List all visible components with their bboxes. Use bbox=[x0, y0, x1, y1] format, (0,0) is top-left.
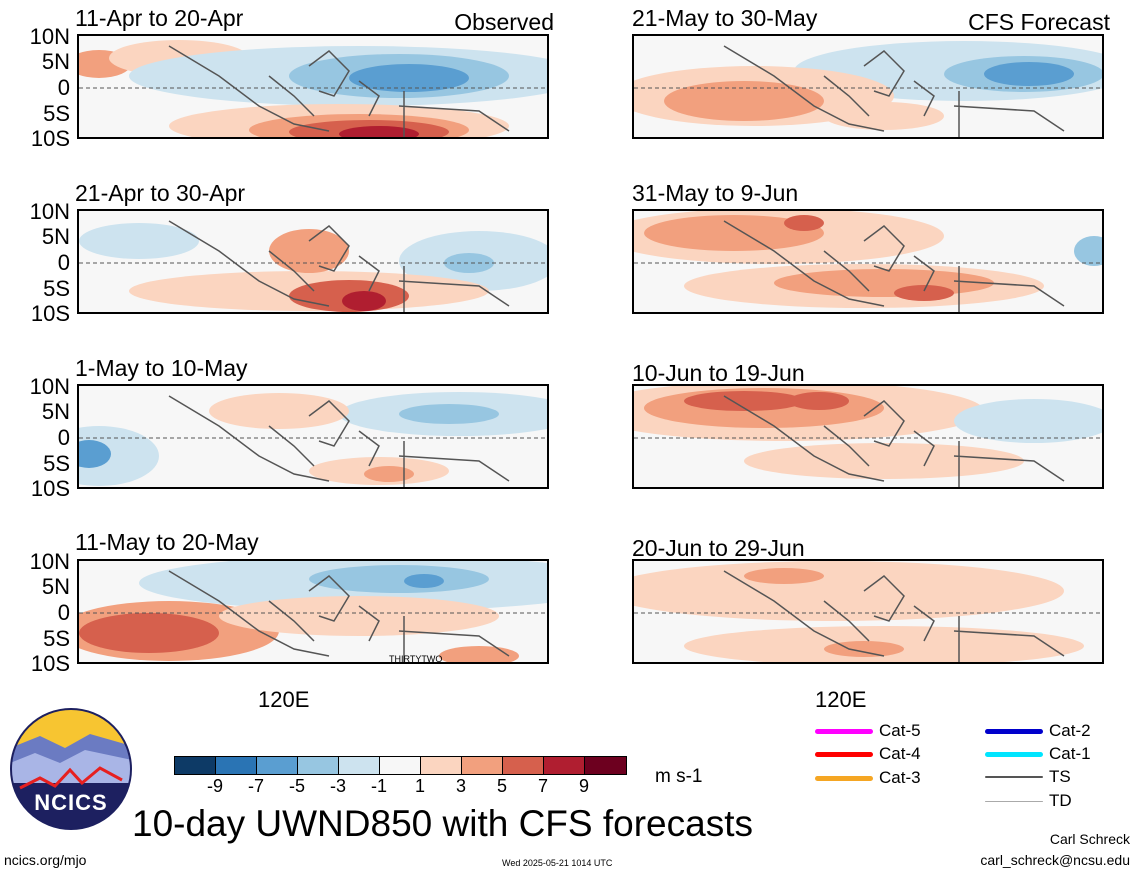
panel-title-obs-3: 1-May to 10-May bbox=[75, 355, 248, 381]
legend-label: Cat-1 bbox=[1049, 744, 1091, 763]
lat-5s: 5S bbox=[43, 626, 70, 651]
lat-5s: 5S bbox=[43, 276, 70, 301]
panel-title-obs-1: 11-Apr to 20-Apr bbox=[75, 5, 244, 31]
colorbar-units: m s-1 bbox=[655, 766, 703, 787]
lat-5n: 5N bbox=[41, 399, 70, 424]
author-email[interactable]: carl_schreck@ncsu.edu bbox=[980, 852, 1130, 868]
colorbar-tick-label: 7 bbox=[537, 776, 548, 796]
panel-title-obs-2: 21-Apr to 30-Apr bbox=[75, 180, 246, 206]
website-link[interactable]: ncics.org/mjo bbox=[4, 852, 87, 868]
legend-item: Cat-1 bbox=[985, 743, 1091, 765]
map-panel-obs-3 bbox=[77, 384, 549, 489]
lat-10s: 10S bbox=[30, 301, 70, 326]
timestamp: Wed 2025-05-21 1014 UTC bbox=[502, 858, 613, 868]
storm-annotation: THIRTYTWO bbox=[389, 654, 443, 664]
panel-title-obs-4: 11-May to 20-May bbox=[75, 529, 259, 555]
colorbar-swatch bbox=[216, 757, 257, 774]
colorbar-swatch bbox=[380, 757, 421, 774]
panel-title-fc-1: 21-May to 30-May bbox=[632, 5, 818, 31]
map-panel-fc-4 bbox=[632, 559, 1104, 664]
map-panel-fc-1 bbox=[632, 34, 1104, 139]
lat-10s: 10S bbox=[30, 476, 70, 501]
colorbar-swatch bbox=[339, 757, 380, 774]
colorbar-tick-label: 1 bbox=[414, 776, 425, 796]
legend-swatch bbox=[985, 776, 1043, 778]
legend-swatch bbox=[815, 751, 873, 757]
legend-item: Cat-2 bbox=[985, 720, 1091, 742]
colorbar-swatch bbox=[298, 757, 339, 774]
lat-10n: 10N bbox=[29, 199, 70, 224]
lat-0: 0 bbox=[57, 425, 70, 450]
legend-label: Cat-2 bbox=[1049, 721, 1091, 740]
author-name: Carl Schreck bbox=[1049, 831, 1130, 847]
lat-10s: 10S bbox=[30, 651, 70, 676]
colorbar-tick-label: 3 bbox=[455, 776, 466, 796]
colorbar-swatch bbox=[503, 757, 544, 774]
lat-5n: 5N bbox=[41, 224, 70, 249]
colorbar-tick-label: 9 bbox=[578, 776, 589, 796]
colorbar-tick-label: -5 bbox=[288, 776, 305, 796]
legend-item: Cat-3 bbox=[815, 767, 921, 789]
legend-label: TD bbox=[1049, 791, 1072, 810]
colorbar-tick-label: -3 bbox=[329, 776, 346, 796]
colorbar bbox=[174, 756, 627, 775]
legend-label: Cat-3 bbox=[879, 768, 921, 787]
colorbar-swatch bbox=[585, 757, 626, 774]
legend-swatch bbox=[815, 728, 873, 734]
legend-item: TD bbox=[985, 790, 1072, 812]
colorbar-tick-label: -1 bbox=[370, 776, 387, 796]
map-panel-obs-4: THIRTYTWO bbox=[77, 559, 549, 664]
lat-5n: 5N bbox=[41, 49, 70, 74]
lat-0: 0 bbox=[57, 75, 70, 100]
colorbar-tick-label: -7 bbox=[247, 776, 264, 796]
forecast-label: CFS Forecast bbox=[968, 9, 1110, 35]
legend-item: Cat-5 bbox=[815, 720, 921, 742]
observed-label: Observed bbox=[454, 9, 554, 35]
colorbar-tick-label: 5 bbox=[496, 776, 507, 796]
panel-title-fc-2: 31-May to 9-Jun bbox=[632, 180, 799, 206]
panel-title-fc-3: 10-Jun to 19-Jun bbox=[632, 360, 805, 386]
legend-item: TS bbox=[985, 766, 1071, 788]
lat-10n: 10N bbox=[29, 24, 70, 49]
colorbar-swatch bbox=[421, 757, 462, 774]
colorbar-swatch bbox=[257, 757, 298, 774]
lat-10s: 10S bbox=[30, 126, 70, 151]
legend-swatch bbox=[985, 751, 1043, 757]
colorbar-swatch bbox=[462, 757, 503, 774]
legend-label: Cat-4 bbox=[879, 744, 921, 763]
lat-5s: 5S bbox=[43, 451, 70, 476]
lon-label-right: 120E bbox=[815, 687, 867, 712]
lon-label-left: 120E bbox=[258, 687, 310, 712]
ncics-logo: NCICS bbox=[10, 708, 132, 830]
map-panel-fc-2 bbox=[632, 209, 1104, 314]
lat-10n: 10N bbox=[29, 549, 70, 574]
legend-label: TS bbox=[1049, 767, 1071, 786]
legend-swatch bbox=[985, 800, 1043, 802]
legend-swatch bbox=[815, 775, 873, 781]
map-panel-fc-3 bbox=[632, 384, 1104, 489]
colorbar-swatch bbox=[544, 757, 585, 774]
lat-5n: 5N bbox=[41, 574, 70, 599]
legend-label: Cat-5 bbox=[879, 721, 921, 740]
lat-0: 0 bbox=[57, 600, 70, 625]
colorbar-tick-label: -9 bbox=[206, 776, 223, 796]
map-panel-obs-1 bbox=[77, 34, 549, 139]
main-title: 10-day UWND850 with CFS forecasts bbox=[132, 803, 753, 844]
colorbar-swatch bbox=[175, 757, 216, 774]
legend-item: Cat-4 bbox=[815, 743, 921, 765]
panel-title-fc-4: 20-Jun to 29-Jun bbox=[632, 535, 805, 561]
legend-swatch bbox=[985, 728, 1043, 734]
lat-5s: 5S bbox=[43, 101, 70, 126]
lat-0: 0 bbox=[57, 250, 70, 275]
map-panel-obs-2 bbox=[77, 209, 549, 314]
lat-10n: 10N bbox=[29, 374, 70, 399]
logo-text: NCICS bbox=[34, 790, 108, 815]
